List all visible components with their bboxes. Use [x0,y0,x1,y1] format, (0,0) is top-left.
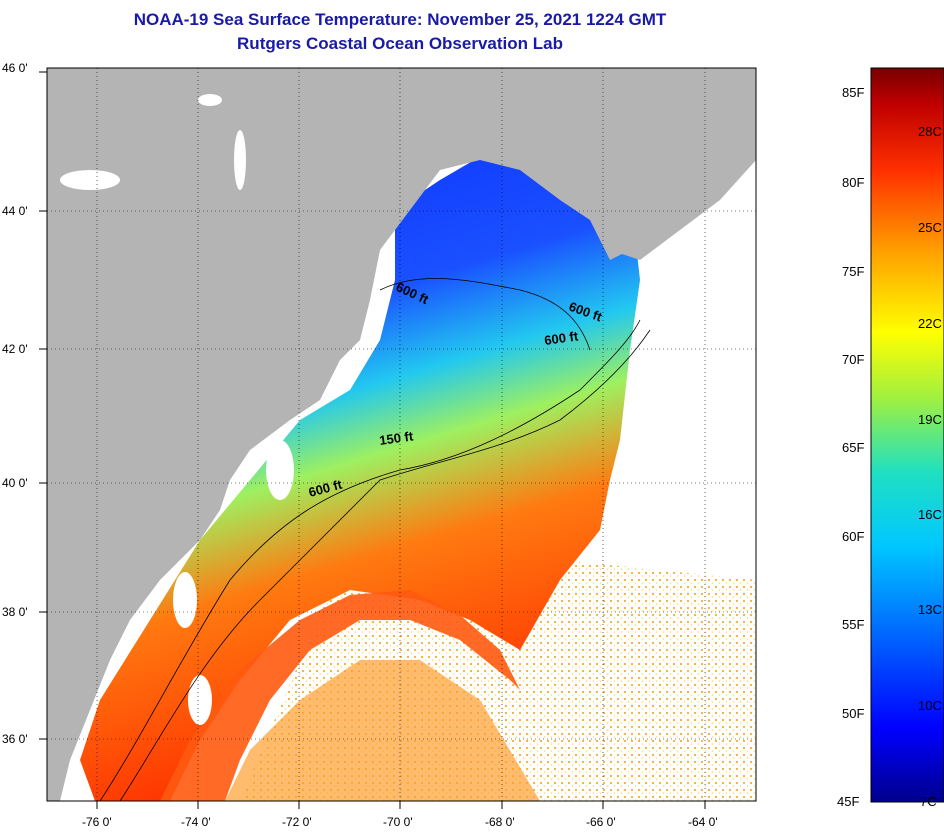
celsius-label: 16C [918,507,942,522]
fahrenheit-label: 80F [842,175,864,190]
axis-ticks [39,71,706,809]
lon-label: -64 0' [688,815,718,829]
lon-label: -70 0' [383,815,413,829]
sst-field [80,130,640,801]
map-imagery: 600 ft 600 ft 600 ft 150 ft 600 ft [47,68,756,801]
celsius-label: 25C [918,220,942,235]
land-mass [47,68,756,801]
celsius-label: 13C [918,602,942,617]
lat-label: 36 0' [2,732,28,746]
celsius-label: 19C [918,412,942,427]
celsius-label: 10C [918,698,942,713]
fahrenheit-label: 55F [842,617,864,632]
fahrenheit-label: 45F [837,794,859,809]
celsius-labels: 28C 25C 22C 19C 16C 13C 10C 7C [918,124,942,809]
lon-label: -68 0' [485,815,515,829]
fahrenheit-label: 85F [842,85,864,100]
fahrenheit-label: 50F [842,706,864,721]
fahrenheit-label: 60F [842,529,864,544]
sst-map: 600 ft 600 ft 600 ft 150 ft 600 ft 46 0'… [2,61,757,829]
map-title: NOAA-19 Sea Surface Temperature: Novembe… [133,10,667,29]
colorbar-gradient [870,67,944,803]
lat-label: 46 0' [2,61,28,75]
fahrenheit-label: 75F [842,264,864,279]
temperature-colorbar: 85F 80F 75F 70F 65F 60F 55F 50F 45F 28C … [837,67,944,809]
contour-label: 150 ft [378,428,414,448]
lon-label: -74 0' [181,815,211,829]
lat-label: 40 0' [2,476,28,490]
fahrenheit-label: 70F [842,352,864,367]
lon-label: -76 0' [82,815,112,829]
lon-label: -66 0' [586,815,616,829]
lon-label: -72 0' [282,815,312,829]
gulf-stream [160,590,520,801]
lat-label: 44 0' [2,204,28,218]
celsius-label: 7C [920,794,937,809]
map-subtitle: Rutgers Coastal Ocean Observation Lab [237,34,563,53]
fahrenheit-label: 65F [842,440,864,455]
lat-label: 38 0' [2,605,28,619]
fahrenheit-labels: 85F 80F 75F 70F 65F 60F 55F 50F 45F [837,85,864,809]
celsius-label: 22C [918,316,942,331]
contour-label: 600 ft [543,328,579,348]
celsius-label: 28C [918,124,942,139]
lat-label: 42 0' [2,342,28,356]
